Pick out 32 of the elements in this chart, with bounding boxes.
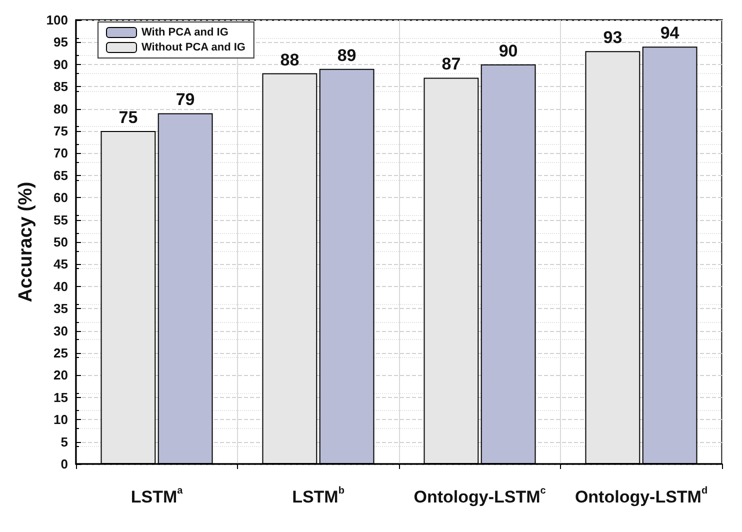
y-tick-label: 45 (54, 256, 68, 272)
y-tick-label: 25 (54, 346, 68, 360)
y-tick-label: 55 (54, 212, 68, 228)
y-tick-label: 5 (60, 434, 68, 450)
y-tick-label: 60 (54, 190, 68, 206)
data-label: 93 (603, 28, 622, 48)
y-tick-label: 0 (60, 456, 68, 472)
data-label: 75 (118, 108, 138, 127)
y-tick-label: 85 (54, 79, 68, 94)
data-label: 87 (442, 54, 461, 74)
y-tick-label: 100 (46, 12, 68, 28)
legend-label: With PCA and IG (142, 26, 228, 38)
y-tick-label: 70 (54, 146, 68, 161)
data-label: 89 (337, 46, 356, 65)
y-tick-label: 80 (54, 101, 68, 116)
y-tick-label: 75 (54, 124, 68, 138)
y-tick-label: 95 (54, 34, 68, 50)
y-tick-label: 65 (54, 168, 68, 183)
y-tick-label: 10 (54, 412, 68, 428)
y-tick-label: 20 (54, 368, 68, 383)
y-tick-label: 50 (54, 234, 68, 250)
y-tick-label: 90 (54, 56, 68, 72)
data-label: 90 (498, 41, 518, 60)
y-tick-label: 30 (54, 323, 68, 338)
legend-label: Without PCA and IG (142, 42, 246, 54)
y-tick-label: 15 (54, 390, 68, 405)
y-axis-title: Accuracy (%) (15, 182, 36, 302)
data-label: 88 (280, 50, 300, 70)
data-label: 79 (176, 90, 195, 110)
data-label: 94 (660, 24, 680, 43)
y-tick-label: 35 (54, 301, 68, 316)
y-tick-label: 40 (54, 278, 68, 294)
